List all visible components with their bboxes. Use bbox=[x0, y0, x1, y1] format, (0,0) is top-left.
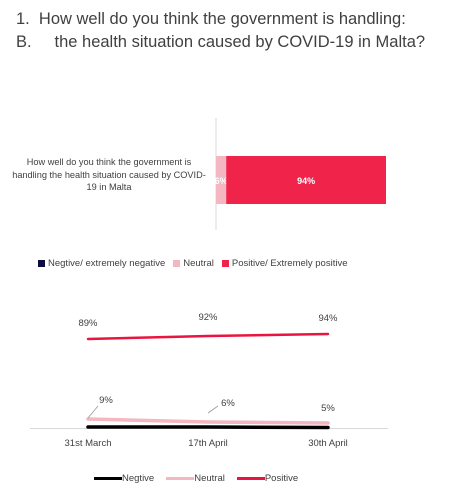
legend-item-neutral: Neutral bbox=[173, 258, 214, 269]
title-line-2: B. the health situation caused by COVID-… bbox=[16, 33, 426, 51]
legend-label-neutral: Neutral bbox=[183, 258, 214, 269]
line-data-label-2-0: 89% bbox=[78, 318, 98, 329]
legend-label-positive: Positive/ Extremely positive bbox=[231, 258, 348, 269]
line-data-label-1-0: 9% bbox=[99, 395, 113, 406]
legend-swatch-negative bbox=[38, 260, 45, 267]
line-legend-label-negative: Negtive bbox=[122, 473, 155, 484]
bar-category-label: How well do you think the government is … bbox=[12, 157, 206, 192]
line-x-tick-label-0: 31st March bbox=[65, 438, 112, 449]
title-line-1: 1. How well do you think the government … bbox=[16, 10, 406, 28]
legend-label-negative: Negtive/ extremely negative bbox=[48, 258, 166, 269]
line-x-tick-label-1: 17th April bbox=[188, 438, 228, 449]
line-series-2 bbox=[86, 332, 330, 341]
line-leader-1-1 bbox=[207, 405, 219, 414]
line-legend-label-positive: Positive bbox=[264, 473, 299, 484]
line-legend: Negtive Neutral Positive bbox=[94, 473, 310, 484]
line-legend-swatch-negative bbox=[94, 477, 122, 480]
line-legend-swatch-positive bbox=[236, 477, 265, 480]
line-data-label-1-2: 5% bbox=[321, 403, 335, 414]
line-leader-1-0 bbox=[87, 405, 99, 419]
legend-item-positive: Positive/ Extremely positive bbox=[221, 258, 348, 269]
line-data-label-2-1: 92% bbox=[198, 312, 218, 323]
legend-swatch-neutral bbox=[173, 260, 181, 267]
line-series-0 bbox=[86, 425, 330, 430]
bar-segment-1 bbox=[216, 156, 227, 204]
bar-segment-2 bbox=[226, 156, 386, 204]
line-legend-item-negative: Negtive bbox=[94, 473, 154, 484]
legend-swatch-positive bbox=[221, 260, 229, 267]
line-data-label-2-2: 94% bbox=[318, 313, 338, 324]
line-legend-label-neutral: Neutral bbox=[194, 473, 225, 484]
line-legend-swatch-neutral bbox=[166, 477, 195, 480]
bar-segment-label-2: 94% bbox=[297, 176, 315, 186]
line-series-1 bbox=[86, 417, 330, 425]
line-legend-item-positive: Positive bbox=[236, 473, 299, 484]
line-data-label-1-1: 6% bbox=[221, 398, 235, 409]
line-x-tick-label-2: 30th April bbox=[308, 438, 348, 449]
bar-segment-label-1: 6% bbox=[215, 176, 228, 186]
line-legend-item-neutral: Neutral bbox=[166, 473, 225, 484]
bar-legend: Negtive/ extremely negative Neutral Posi… bbox=[38, 258, 355, 269]
legend-item-negative: Negtive/ extremely negative bbox=[38, 258, 165, 269]
